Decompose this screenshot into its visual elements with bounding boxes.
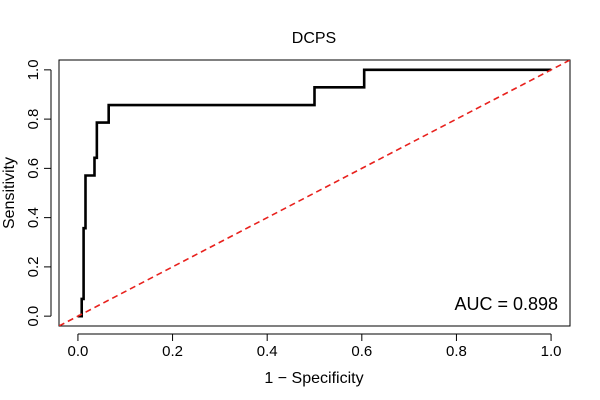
x-tick-label: 0.0: [67, 343, 88, 360]
y-axis: 0.0 0.2 0.4 0.6 0.8 1.0: [25, 59, 52, 327]
x-tick-label: 0.2: [162, 343, 183, 360]
y-tick-label: 0.0: [25, 306, 42, 327]
y-tick-label: 0.2: [25, 256, 42, 277]
plot-area: [58, 59, 571, 327]
roc-curve: [77, 68, 552, 318]
x-tick-label: 0.4: [257, 343, 278, 360]
plot-frame: [58, 59, 571, 327]
x-tick-label: 0.6: [351, 343, 372, 360]
x-tick-label: 0.8: [446, 343, 467, 360]
x-tick-label: 1.0: [541, 343, 562, 360]
auc-annotation: AUC = 0.898: [454, 294, 558, 314]
y-tick-label: 0.8: [25, 109, 42, 130]
reference-line: [59, 60, 570, 326]
chart-title: DCPS: [292, 30, 336, 47]
y-tick-label: 1.0: [25, 59, 42, 80]
x-axis: 0.0 0.2 0.4 0.6 0.8 1.0: [67, 333, 562, 360]
y-tick-label: 0.6: [25, 158, 42, 179]
x-axis-label: 1 − Specificity: [264, 370, 363, 387]
chart-marks: [59, 60, 570, 326]
y-tick-label: 0.4: [25, 207, 42, 228]
y-axis-label: Sensitivity: [1, 157, 18, 229]
